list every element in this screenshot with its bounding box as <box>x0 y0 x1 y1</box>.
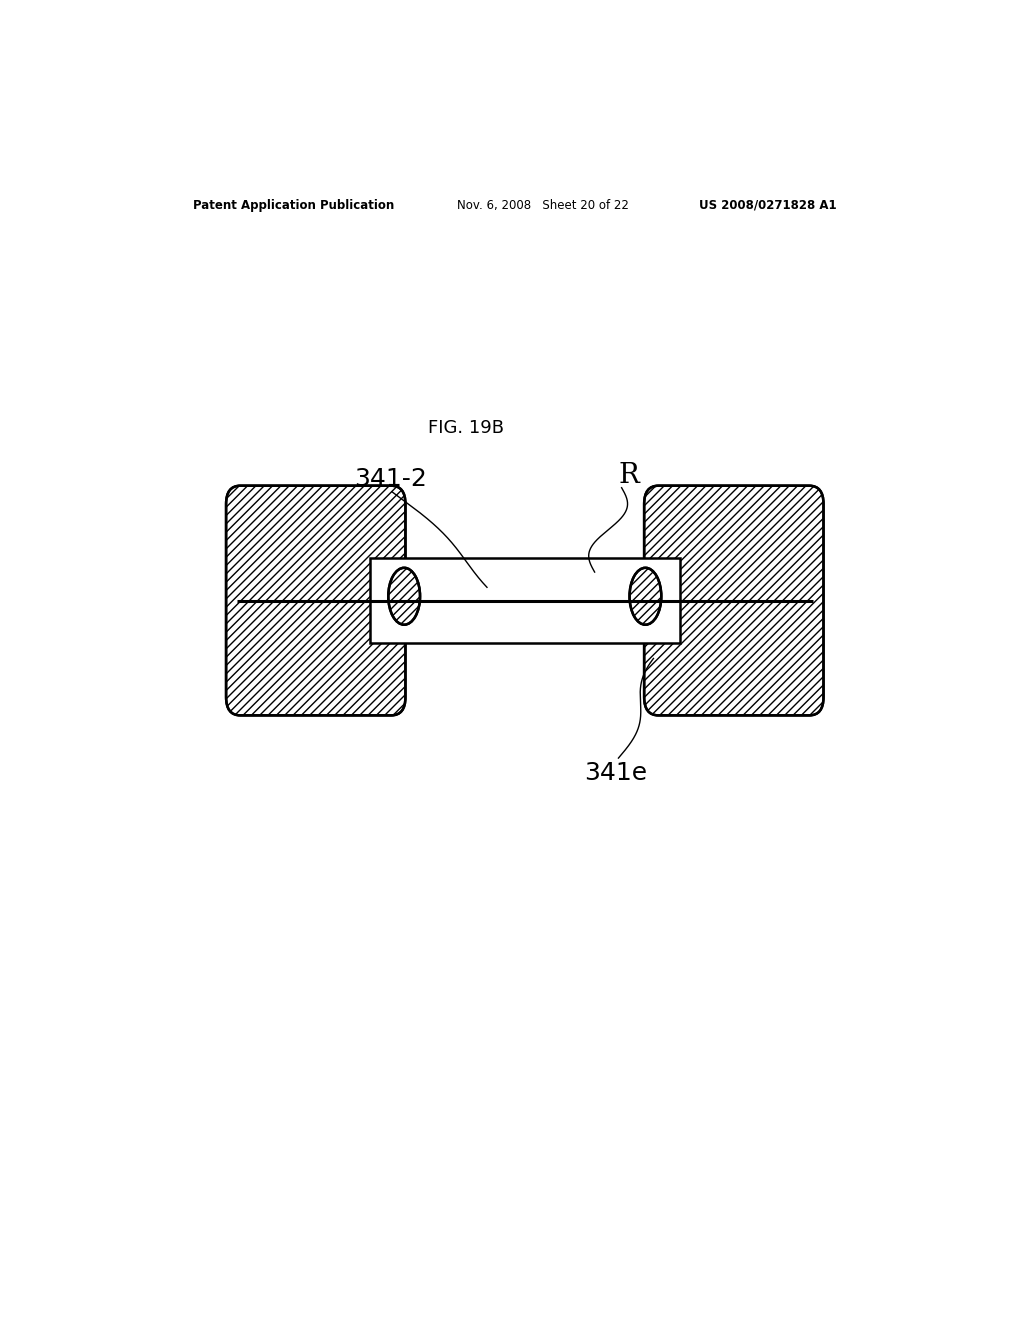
Ellipse shape <box>388 568 420 624</box>
Text: Patent Application Publication: Patent Application Publication <box>194 198 394 211</box>
Ellipse shape <box>630 568 662 624</box>
Text: US 2008/0271828 A1: US 2008/0271828 A1 <box>699 198 837 211</box>
FancyBboxPatch shape <box>226 486 406 715</box>
Text: 341e: 341e <box>585 762 647 785</box>
Text: 341-2: 341-2 <box>354 466 427 491</box>
FancyBboxPatch shape <box>644 486 823 715</box>
Text: FIG. 19B: FIG. 19B <box>428 418 504 437</box>
Text: R: R <box>618 462 639 488</box>
Text: Nov. 6, 2008   Sheet 20 of 22: Nov. 6, 2008 Sheet 20 of 22 <box>458 198 629 211</box>
Bar <box>370 558 680 643</box>
